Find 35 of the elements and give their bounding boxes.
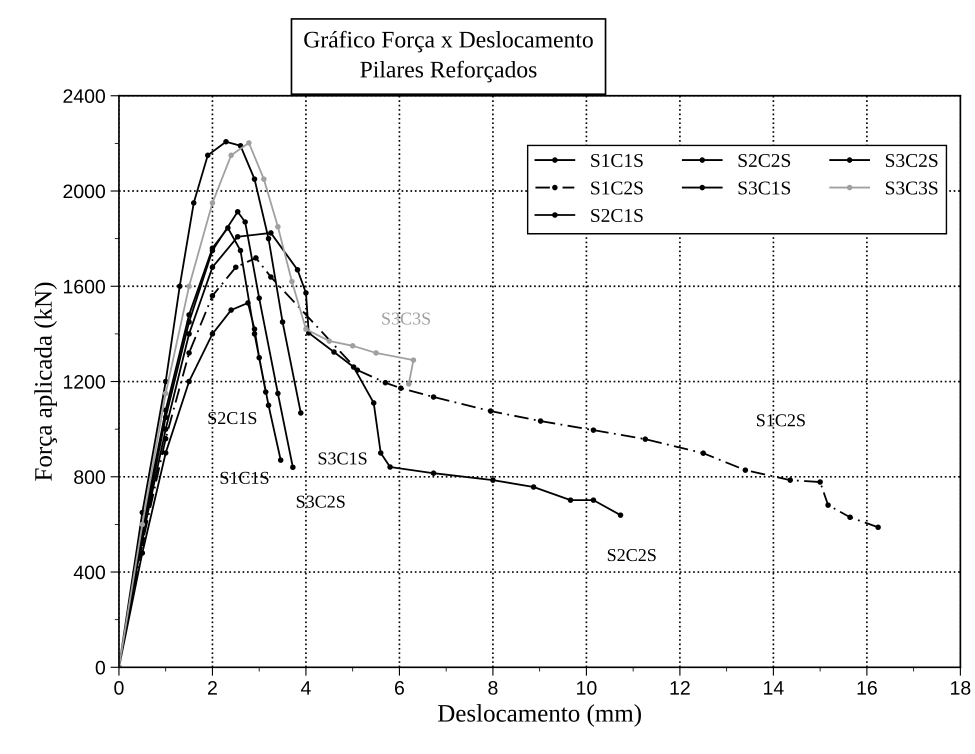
annotation: S1C1S <box>220 472 268 484</box>
y-tick-label: 800 <box>74 470 105 484</box>
legend-label: S1C1S <box>591 154 643 168</box>
y-axis-title: Força aplicada (kN) <box>34 282 57 481</box>
x-tick-label: 6 <box>395 681 404 695</box>
annotation: S2C1S <box>208 412 256 424</box>
y-tick-label: 0 <box>96 660 105 675</box>
y-tick-label: 1600 <box>64 280 105 294</box>
x-tick-label: 0 <box>114 681 124 695</box>
y-tick-label: 2400 <box>63 89 105 103</box>
x-axis-title: Deslocamento (mm) <box>438 704 641 727</box>
x-tick-label: 16 <box>858 681 877 695</box>
legend-label: S2C1S <box>591 208 643 222</box>
annotation: S3C1S <box>318 452 367 465</box>
chart-subtitle: Pilares Reforçados <box>360 60 536 82</box>
x-tick-label: 10 <box>577 681 596 695</box>
y-tick-label: 2000 <box>63 184 105 198</box>
legend-label: S3C3S <box>886 181 938 195</box>
chart-title: Gráfico Força x Deslocamento <box>304 30 593 52</box>
legend-label: S3C1S <box>738 181 790 195</box>
x-tick-label: 14 <box>764 681 784 695</box>
annotation: S3C2S <box>296 496 345 508</box>
y-tick-label: 1200 <box>64 374 105 389</box>
x-tick-label: 12 <box>670 681 690 695</box>
legend-label: S1C2S <box>591 181 643 195</box>
annotation: S1C2S <box>756 414 805 426</box>
legend-label: S2C2S <box>738 154 790 168</box>
x-tick-label: 2 <box>208 681 217 695</box>
x-tick-label: 4 <box>300 681 311 695</box>
legend-label: S3C2S <box>886 154 938 168</box>
x-tick-label: 8 <box>488 681 498 695</box>
annotation: S3C3S <box>382 312 430 325</box>
x-tick-label: 18 <box>951 681 970 695</box>
y-tick-label: 400 <box>74 566 105 580</box>
annotation: S2C2S <box>608 549 656 562</box>
